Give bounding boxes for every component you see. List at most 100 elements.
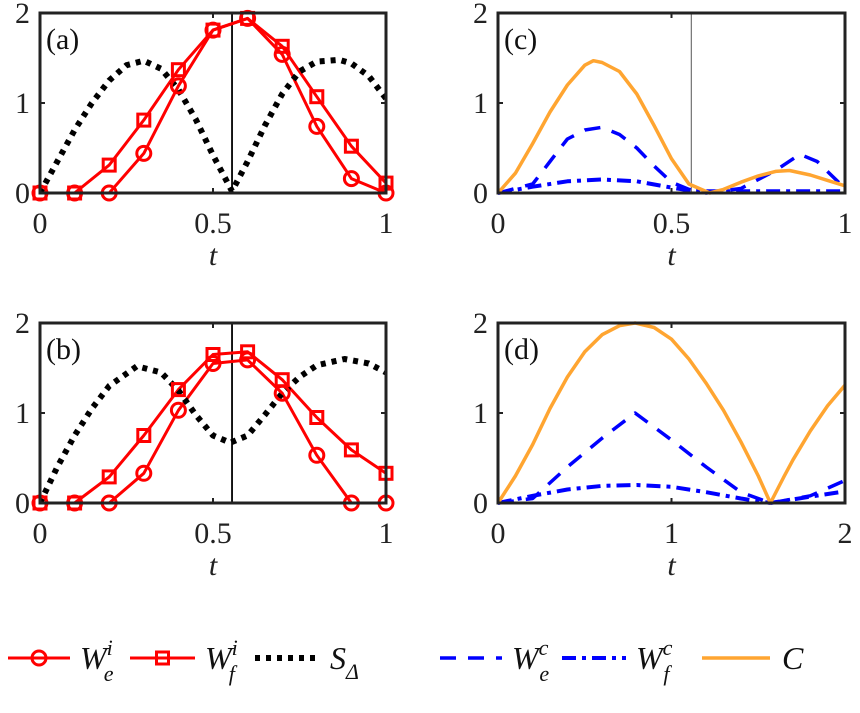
data-point-Wf_i	[136, 112, 152, 128]
legend-item-We_c: Wc e	[440, 635, 549, 686]
y-tick-label: 2	[473, 307, 488, 340]
x-tick-label: 0.5	[653, 207, 691, 240]
panel-label: (d)	[504, 333, 539, 366]
x-tick-label: 0	[33, 207, 48, 240]
y-tick-label: 2	[473, 0, 488, 30]
legend-item-Wf_i: Wi f	[130, 635, 238, 686]
x-tick-label: 0.5	[194, 207, 232, 240]
x-tick-label: 0	[33, 517, 48, 550]
x-axis-label: t	[209, 549, 218, 582]
y-tick-label: 2	[15, 307, 30, 340]
data-point-We_i	[308, 446, 326, 464]
y-tick-label: 1	[473, 87, 488, 120]
data-point-We_i	[342, 170, 360, 188]
y-tick-label: 1	[15, 87, 30, 120]
series-line-Wf_i	[40, 350, 386, 505]
data-point-Wf_i	[309, 410, 325, 425]
data-point-Wf_i	[205, 22, 221, 38]
legend-marker-circle	[30, 649, 48, 667]
data-point-Wf_i	[343, 442, 359, 458]
legend-label: C	[782, 640, 804, 676]
series-line-C	[498, 321, 845, 505]
panel-label: (c)	[504, 23, 537, 56]
panel-c: 0 0.5 1 0 1 2 t (c)	[473, 0, 853, 272]
plot-area	[40, 13, 386, 195]
x-tick-label: 1	[379, 517, 394, 550]
panel-label: (b)	[46, 333, 81, 366]
data-point-Wf_i	[274, 38, 290, 54]
legend-label-sub: e	[539, 661, 549, 686]
series-line-We_c	[498, 411, 845, 505]
panel-label: (a)	[46, 23, 79, 56]
legend: Wi e Wi f SΔ Wc e Wc f C	[8, 635, 804, 686]
data-point-Wf_i	[136, 428, 152, 443]
x-tick-label: 0.5	[194, 517, 232, 550]
legend-label-sup: i	[232, 635, 238, 660]
y-tick-label: 0	[15, 487, 30, 520]
legend-label-sub: e	[104, 661, 114, 686]
legend-item-S_delta: SΔ	[255, 640, 359, 684]
data-point-We_i	[273, 45, 291, 63]
data-point-Wf_i	[343, 138, 359, 154]
legend-item-Wf_c: Wc f	[562, 635, 673, 686]
legend-label-sup: c	[539, 635, 549, 660]
panel-b: 0 0.5 1 0 1 2 t (b)	[15, 307, 395, 582]
y-tick-label: 0	[15, 177, 30, 210]
x-tick-label: 0	[491, 207, 506, 240]
axes-frame	[496, 11, 847, 195]
data-point-We_i	[239, 351, 257, 369]
legend-label-base: C	[782, 640, 804, 676]
legend-label: Wi e	[80, 635, 114, 686]
legend-label-sub: Δ	[345, 659, 359, 684]
x-axis-label: t	[667, 549, 676, 582]
y-tick-label: 2	[15, 0, 30, 30]
series-line-C	[498, 58, 845, 195]
legend-label-base: W	[512, 640, 542, 676]
legend-label-sup: i	[107, 635, 113, 660]
data-point-Wf_i	[309, 89, 325, 105]
data-point-We_i	[169, 401, 187, 419]
data-point-Wf_i	[274, 372, 290, 388]
panel-a: 0 0.5 1 0 1 2 t (a)	[15, 0, 395, 272]
legend-label-sub: f	[229, 661, 238, 686]
y-tick-label: 0	[473, 177, 488, 210]
series-line-S_delta	[40, 356, 386, 505]
legend-marker-square	[155, 650, 170, 666]
x-axis-label: t	[667, 239, 676, 272]
legend-item-We_i: Wi e	[8, 635, 114, 686]
y-tick-label: 0	[473, 487, 488, 520]
data-point-Wf_i	[205, 347, 221, 362]
data-point-We_i	[204, 355, 222, 372]
series-line-We_i	[40, 358, 386, 505]
legend-label: Wc e	[512, 635, 549, 686]
legend-label-base: W	[636, 640, 666, 676]
y-tick-label: 1	[473, 397, 488, 430]
data-point-We_i	[169, 77, 187, 95]
data-point-We_i	[308, 117, 326, 135]
panel-d: 0 1 2 0 1 2 t (d)	[473, 307, 853, 582]
legend-label-sup: c	[663, 635, 673, 660]
data-point-Wf_i	[170, 382, 186, 398]
legend-item-C: C	[702, 640, 804, 676]
x-axis-label: t	[209, 239, 218, 272]
x-tick-label: 0	[491, 517, 506, 550]
legend-label-base: S	[330, 640, 346, 676]
data-point-Wf_i	[101, 157, 117, 173]
legend-label: Wc f	[636, 635, 673, 686]
x-tick-label: 1	[838, 207, 853, 240]
legend-label: SΔ	[330, 640, 359, 684]
series-line-We_c	[498, 125, 845, 195]
data-point-Wf_i	[240, 344, 256, 360]
plot-area	[498, 321, 845, 505]
plot-area	[498, 13, 845, 195]
x-tick-label: 1	[664, 517, 679, 550]
legend-label-sub: f	[663, 661, 672, 686]
legend-label: Wi f	[205, 635, 238, 686]
data-point-Wf_i	[101, 469, 117, 485]
data-point-Wf_i	[170, 62, 186, 78]
y-tick-label: 1	[15, 397, 30, 430]
legend-label-base: W	[80, 640, 110, 676]
legend-label-base: W	[205, 640, 235, 676]
series-line-S_delta	[40, 56, 386, 195]
